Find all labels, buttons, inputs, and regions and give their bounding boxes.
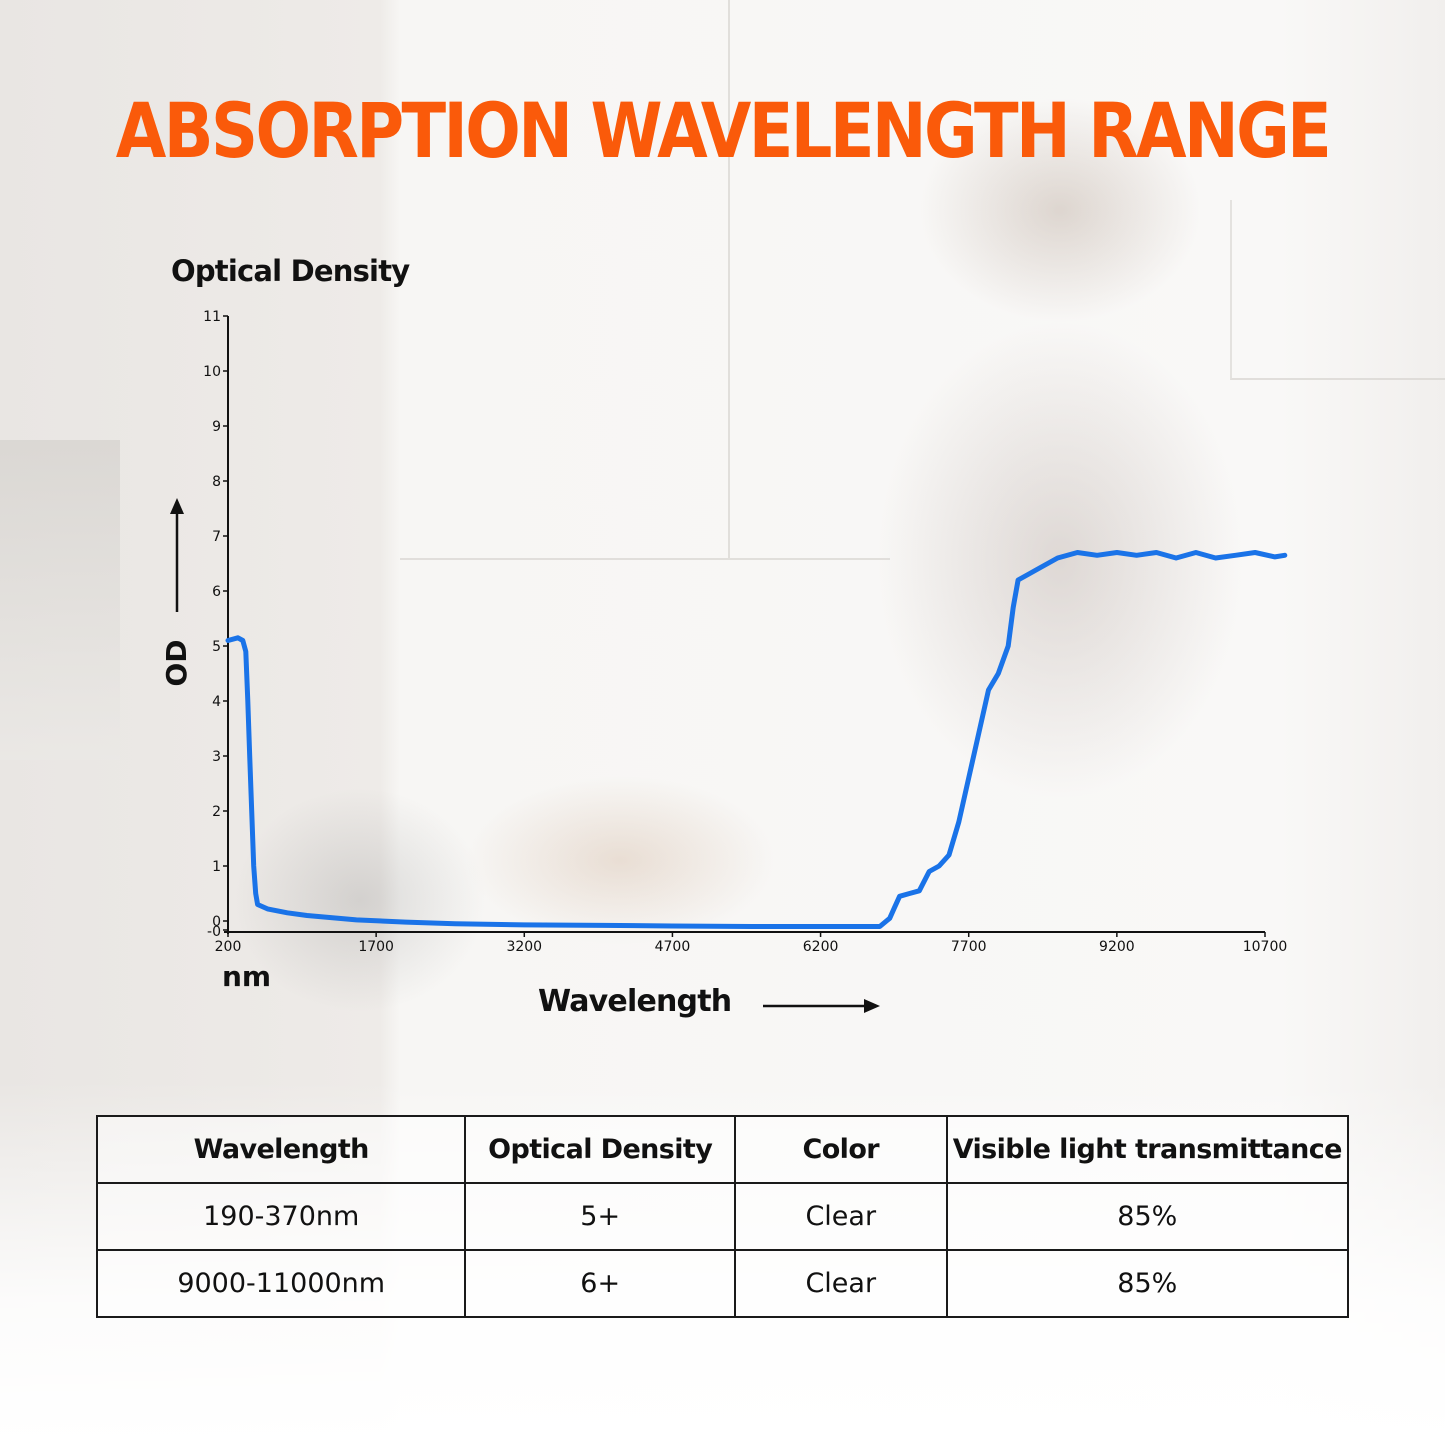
svg-text:10700: 10700 bbox=[1243, 939, 1288, 955]
svg-text:8: 8 bbox=[212, 474, 221, 490]
svg-text:1700: 1700 bbox=[358, 939, 394, 955]
cell-transmittance: 85% bbox=[945, 1249, 1350, 1318]
svg-text:9200: 9200 bbox=[1099, 939, 1135, 955]
svg-text:0: 0 bbox=[212, 914, 221, 930]
cell-optical-density: 5+ bbox=[464, 1182, 736, 1251]
od-curve bbox=[225, 550, 1288, 929]
header-color: Color bbox=[733, 1115, 948, 1184]
svg-text:6: 6 bbox=[212, 584, 221, 600]
background-shelf bbox=[0, 440, 120, 760]
cell-color: Clear bbox=[733, 1182, 948, 1251]
svg-text:3200: 3200 bbox=[506, 939, 542, 955]
svg-text:7: 7 bbox=[212, 529, 221, 545]
svg-text:6200: 6200 bbox=[803, 939, 839, 955]
svg-text:4700: 4700 bbox=[655, 939, 691, 955]
svg-text:4: 4 bbox=[212, 694, 221, 710]
page-title: ABSORPTION WAVELENGTH RANGE bbox=[115, 86, 1332, 175]
svg-text:2: 2 bbox=[212, 804, 221, 820]
cell-wavelength: 9000-11000nm bbox=[95, 1249, 467, 1318]
spec-table: Wavelength Optical Density Color Visible… bbox=[95, 1115, 1350, 1318]
y-axis-header: Optical Density bbox=[171, 254, 410, 288]
svg-text:3: 3 bbox=[212, 749, 221, 765]
chart-axes bbox=[223, 315, 1266, 937]
svg-text:5: 5 bbox=[212, 639, 221, 655]
cell-optical-density: 6+ bbox=[464, 1249, 736, 1318]
header-transmittance: Visible light transmittance bbox=[945, 1115, 1350, 1184]
y-arrow-icon bbox=[170, 498, 184, 612]
table-row: 9000-11000nm 6+ Clear 85% bbox=[95, 1249, 1350, 1318]
x-arrow-icon bbox=[763, 999, 880, 1013]
x-tick-labels: 200 1700 3200 4700 6200 7700 9200 10700 bbox=[215, 939, 1288, 955]
svg-text:9: 9 bbox=[212, 419, 221, 435]
svg-text:7700: 7700 bbox=[951, 939, 987, 955]
background-cabinet bbox=[1230, 200, 1445, 380]
background-cabinet bbox=[400, 0, 730, 560]
x-axis-label: Wavelength bbox=[538, 984, 732, 1019]
svg-text:1: 1 bbox=[212, 859, 221, 875]
table-row: 190-370nm 5+ Clear 85% bbox=[95, 1182, 1350, 1251]
background-cabinet bbox=[730, 0, 890, 560]
cell-transmittance: 85% bbox=[945, 1182, 1350, 1251]
svg-text:11: 11 bbox=[203, 309, 221, 325]
svg-text:-0: -0 bbox=[207, 924, 221, 940]
x-unit-label: nm bbox=[222, 960, 272, 993]
cell-wavelength: 190-370nm bbox=[95, 1182, 467, 1251]
svg-text:200: 200 bbox=[215, 939, 242, 955]
svg-text:10: 10 bbox=[203, 364, 221, 380]
cell-color: Clear bbox=[733, 1249, 948, 1318]
header-optical-density: Optical Density bbox=[464, 1115, 736, 1184]
table-header-row: Wavelength Optical Density Color Visible… bbox=[95, 1115, 1350, 1184]
y-tick-labels: 0 1 2 3 4 5 6 7 8 9 10 11 -0 bbox=[203, 309, 221, 940]
header-wavelength: Wavelength bbox=[95, 1115, 467, 1184]
